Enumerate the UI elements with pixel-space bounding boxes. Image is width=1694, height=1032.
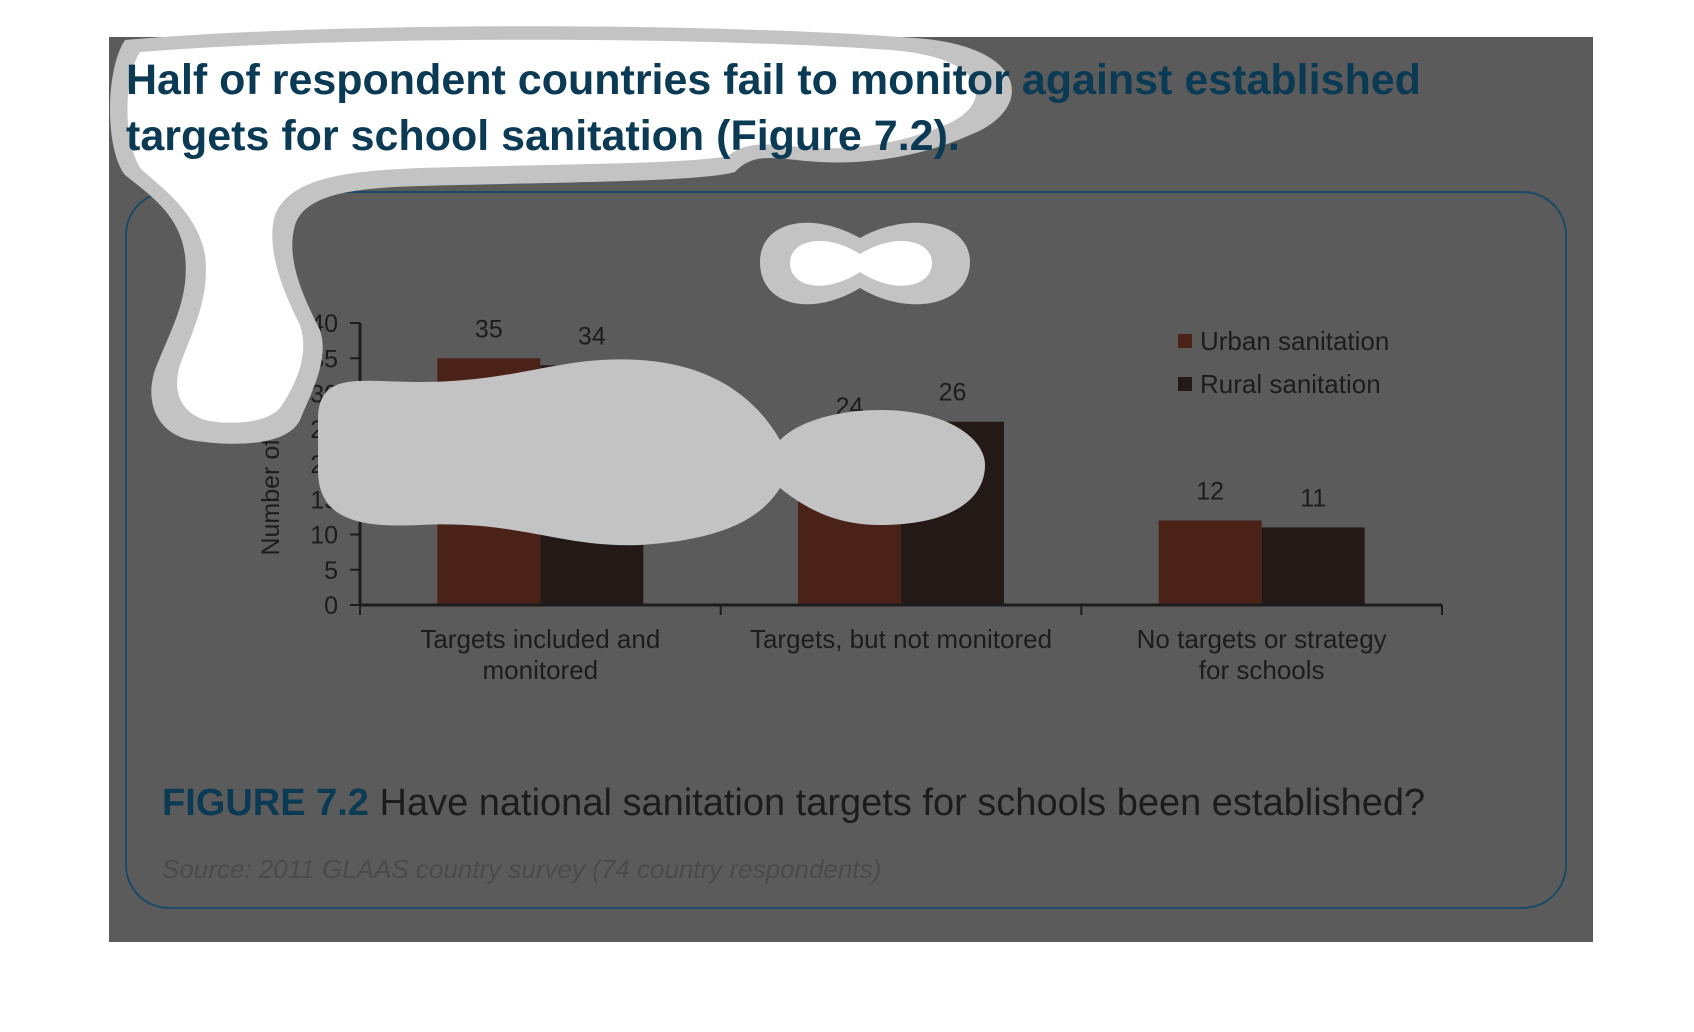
data-label: 12 [1196, 477, 1224, 505]
y-tick-label: 10 [310, 522, 338, 550]
bar-urban-2 [1158, 520, 1262, 605]
x-tick-label: for schools [1199, 655, 1325, 685]
figure-source: Source: 2011 GLAAS country survey (74 co… [162, 854, 882, 884]
legend-label: Rural sanitation [1200, 369, 1381, 399]
bar-rural-2 [1261, 527, 1365, 605]
data-label: 11 [1300, 484, 1326, 512]
x-tick-label: No targets or strategy [1137, 624, 1387, 654]
figure-caption-text: Have national sanitation targets for sch… [368, 782, 1426, 824]
headline-line-2: targets for school sanitation (Figure 7.… [126, 112, 960, 160]
infinity-halo-fill [790, 241, 932, 286]
data-label: 35 [475, 315, 503, 343]
data-label: 26 [939, 379, 967, 407]
x-tick-label: monitored [483, 655, 599, 685]
figure-frame [125, 191, 1567, 909]
title-halo-fill [127, 39, 977, 423]
figure-caption: FIGURE 7.2 Have national sanitation targ… [162, 778, 1425, 828]
legend-swatch [1178, 377, 1192, 391]
figure-number: FIGURE 7.2 [162, 782, 369, 824]
legend-swatch [1178, 334, 1192, 348]
legend: Urban sanitation Rural sanitation [1178, 326, 1389, 399]
legend-label: Urban sanitation [1200, 326, 1389, 356]
y-tick-label: 0 [324, 592, 338, 620]
y-tick-label: 5 [324, 557, 338, 585]
x-tick-label: Targets included and [420, 624, 660, 654]
headline-line-1: Half of respondent countries fail to mon… [126, 56, 1421, 104]
x-tick-label: Targets, but not monitored [750, 624, 1052, 654]
chart-halo-shape [318, 359, 985, 546]
headline: Half of respondent countries fail to mon… [126, 52, 1586, 164]
data-label: 34 [578, 322, 606, 350]
